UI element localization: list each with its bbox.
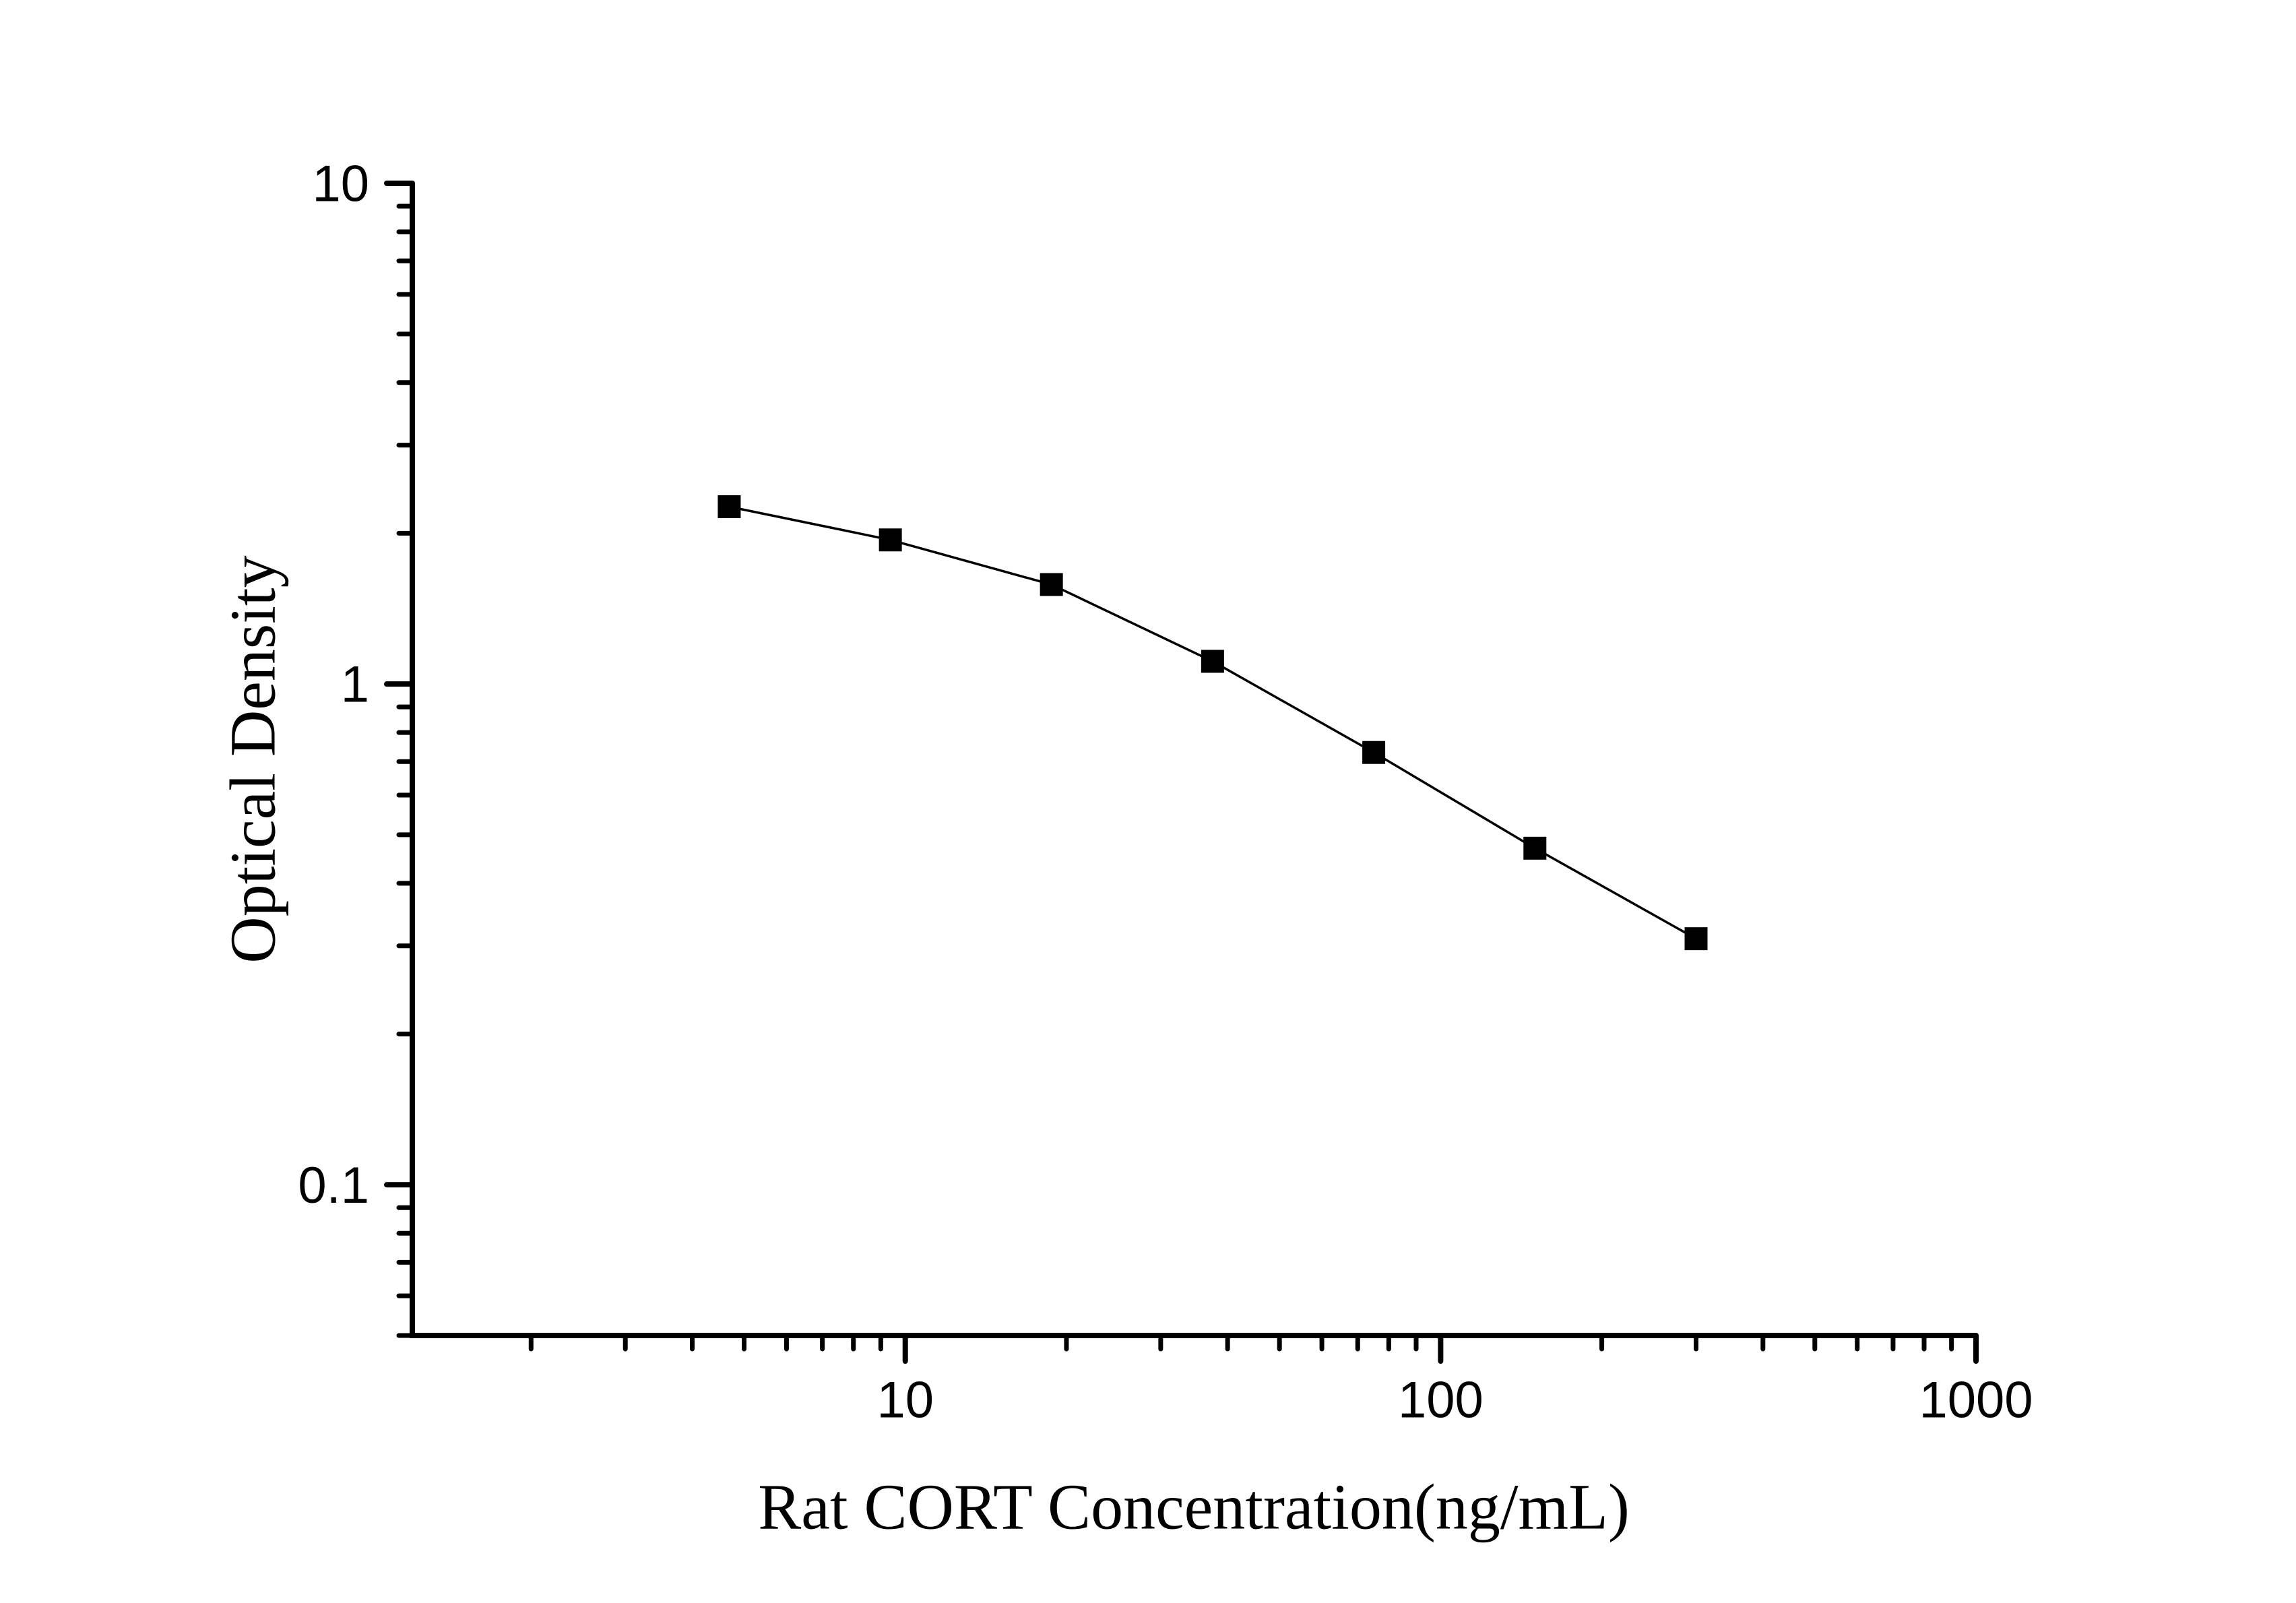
data-point-marker [1523, 836, 1547, 860]
tick-labels-layer: 10 100 1000 0.1 1 10 [298, 156, 2033, 1429]
data-point-marker [1684, 927, 1708, 951]
x-tick-label: 1000 [1919, 1372, 2033, 1429]
y-tick-label: 0.1 [298, 1157, 369, 1214]
series-layer [718, 495, 1708, 951]
axes-layer [384, 181, 1979, 1364]
y-tick-label: 1 [341, 656, 369, 714]
data-point-marker [879, 528, 902, 552]
series-line [729, 505, 1697, 940]
data-point-marker [718, 495, 741, 518]
data-point-marker [1040, 573, 1063, 596]
y-axis-title: Optical Density [217, 555, 289, 963]
y-tick-label: 10 [312, 156, 369, 213]
data-point-marker [1201, 650, 1224, 673]
x-axis-title: Rat CORT Concentration(ng/mL) [758, 1471, 1630, 1543]
data-point-marker [1362, 741, 1386, 764]
x-tick-label: 10 [876, 1372, 934, 1429]
x-tick-label: 100 [1398, 1372, 1484, 1429]
